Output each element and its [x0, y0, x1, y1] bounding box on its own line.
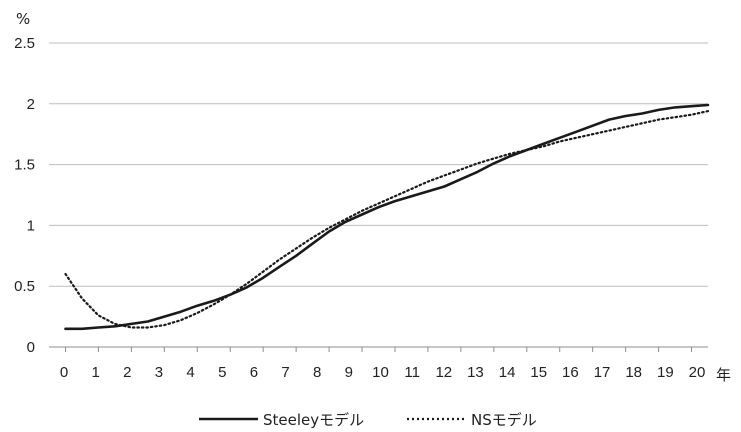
y-tick-label: 1.5 [14, 157, 35, 174]
x-tick-label: 5 [218, 364, 226, 381]
y-tick-label: 0 [27, 339, 35, 356]
x-tick-label: 18 [625, 364, 642, 381]
y-axis-unit-label: % [16, 10, 30, 28]
series-line-ns [64, 109, 710, 329]
y-tick-label: 2.5 [14, 35, 35, 52]
legend: Steeleyモデル NSモデル [199, 411, 537, 429]
y-tick-label: 0.5 [14, 278, 35, 295]
legend-label-steeley: Steeleyモデル [263, 411, 364, 429]
legend-label-ns: NSモデル [471, 411, 537, 429]
series-line-steeley [64, 103, 710, 331]
y-tick-label: 2 [27, 96, 35, 113]
x-tick-label: 11 [404, 364, 420, 381]
x-tick-label: 7 [281, 364, 289, 381]
x-axis-unit-label: 年 [716, 366, 731, 384]
x-tick-label: 12 [435, 364, 452, 381]
x-tick-label: 17 [594, 364, 611, 381]
x-tick-label: 19 [657, 364, 674, 381]
x-tick-label: 14 [499, 364, 516, 381]
x-tick-label: 15 [530, 364, 547, 381]
x-tick-label: 6 [250, 364, 258, 381]
x-tick-label: 10 [372, 364, 389, 381]
label-layer: % 年 00.511.522.50 1 2 3 4 5 6 7 8 9 10 11 12 13 14 15 16… [14, 10, 731, 384]
series-layer [64, 103, 710, 331]
x-tick-label: 0 [60, 364, 68, 381]
grid-layer [49, 42, 708, 287]
x-tick-label: 9 [345, 364, 353, 381]
x-tick-label: 16 [562, 364, 579, 381]
x-tick-label: 4 [186, 364, 194, 381]
x-tick-label: 1 [91, 364, 99, 381]
y-tick-label: 1 [27, 217, 35, 234]
x-tick-label: 3 [155, 364, 163, 381]
x-tick-label: 20 [689, 364, 706, 381]
x-tick-label: 13 [467, 364, 484, 381]
x-tick-label: 8 [313, 364, 321, 381]
axis-layer [49, 346, 708, 352]
x-tick-label: 2 [123, 364, 131, 381]
